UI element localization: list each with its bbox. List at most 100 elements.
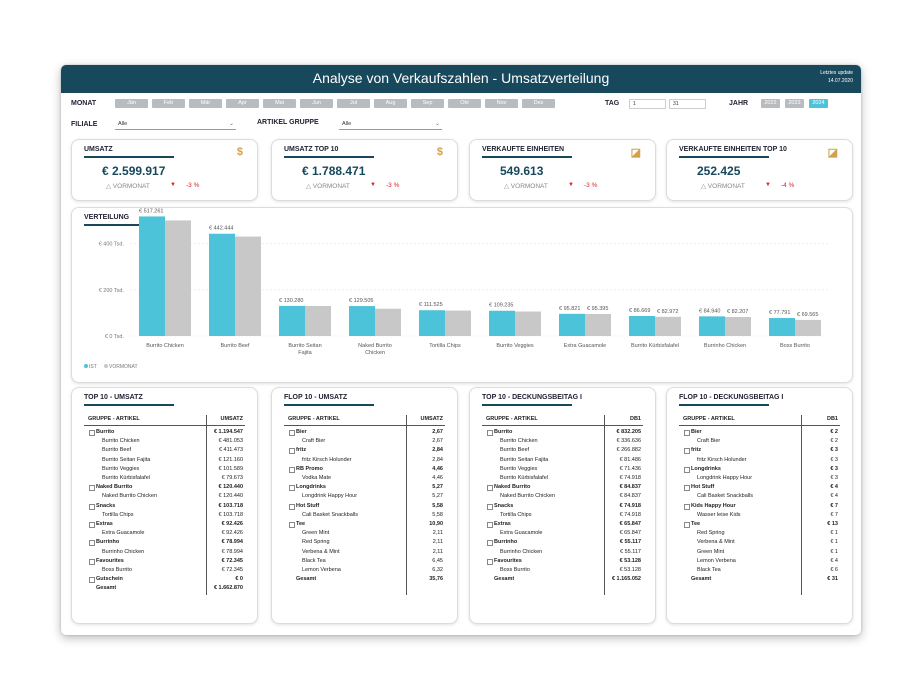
month-button-8[interactable]: Aug: [374, 99, 407, 108]
expand-icon[interactable]: [487, 540, 493, 547]
expand-icon[interactable]: [487, 558, 493, 565]
verteilung-bar-chart: € 0 Tsd. € 200 Tsd. € 400 Tsd. € 517.261 Bur…: [84, 208, 830, 370]
column-header-gruppe[interactable]: GRUPPE - ARTIKEL: [88, 416, 140, 422]
table-row: Burrito Chicken € 481.053: [86, 437, 243, 446]
month-button-5[interactable]: Mai: [263, 99, 296, 108]
burrito-icon: ◪: [630, 147, 641, 159]
row-value: € 84.837: [619, 484, 641, 491]
month-button-11[interactable]: Nov: [485, 99, 518, 108]
column-header-gruppe[interactable]: GRUPPE - ARTIKEL: [683, 416, 735, 422]
expand-icon[interactable]: [289, 466, 295, 473]
table-row: Extra Guacamole € 92.426: [86, 529, 243, 538]
row-value: € 92.426: [221, 530, 243, 537]
row-label: Naked Burrito: [96, 484, 133, 491]
expand-icon[interactable]: [684, 466, 690, 473]
row-value: 2,84: [432, 447, 443, 454]
kpi-value: 549.613: [500, 164, 544, 178]
row-value: 2,11: [432, 530, 443, 537]
row-label: Green Mint: [302, 530, 330, 537]
tag-from-input[interactable]: 1: [629, 99, 666, 109]
column-header-gruppe[interactable]: GRUPPE - ARTIKEL: [288, 416, 340, 422]
expand-icon[interactable]: [289, 522, 295, 528]
column-divider: [406, 415, 407, 595]
expand-icon[interactable]: [684, 430, 690, 436]
table-row: Vodka Mate 4,46: [286, 474, 443, 483]
month-button-3[interactable]: Mär: [189, 99, 222, 108]
month-button-9[interactable]: Sep: [411, 99, 444, 108]
expand-icon[interactable]: [684, 522, 690, 528]
month-button-10[interactable]: Okt: [448, 99, 481, 108]
artikel-gruppe-label: ARTIKEL GRUPPE: [257, 119, 319, 126]
bar-vormonat: [375, 308, 401, 336]
table-row: Gesamt € 31: [681, 575, 838, 584]
row-value: € 3: [830, 447, 838, 454]
row-label: Burrito Chicken: [102, 438, 140, 445]
legend-label: IST: [89, 364, 97, 370]
expand-icon[interactable]: [89, 485, 95, 492]
expand-icon[interactable]: [487, 503, 493, 510]
expand-icon[interactable]: [89, 522, 95, 528]
month-button-6[interactable]: Jun: [300, 99, 333, 108]
expand-icon[interactable]: [289, 448, 295, 455]
row-value: 5,58: [432, 502, 443, 509]
table-row: Burrito Seitan Fajita € 121.160: [86, 456, 243, 465]
bar-vormonat: [515, 311, 541, 336]
table-header: GRUPPE - ARTIKEL UMSATZ: [284, 415, 445, 426]
row-label: Hot Stuff: [296, 502, 320, 509]
expand-icon[interactable]: [89, 577, 95, 584]
chart-title: VERTEILUNG: [84, 214, 130, 221]
table-row: Gesamt 35,76: [286, 575, 443, 584]
expand-icon[interactable]: [89, 430, 95, 436]
column-header-gruppe[interactable]: GRUPPE - ARTIKEL: [486, 416, 538, 422]
year-button-2023[interactable]: 2023: [785, 99, 804, 108]
year-button-2022[interactable]: 2022: [761, 99, 780, 108]
kpi-title: VERKAUFTE EINHEITEN TOP 10: [679, 146, 787, 153]
expand-icon[interactable]: [289, 503, 295, 510]
row-label: Gesamt: [691, 576, 712, 583]
expand-icon[interactable]: [684, 448, 690, 455]
expand-icon[interactable]: [487, 522, 493, 528]
row-value: € 1: [830, 539, 838, 546]
data-label: € 129.505: [349, 298, 373, 304]
expand-icon[interactable]: [289, 430, 295, 436]
month-button-2[interactable]: Feb: [152, 99, 185, 108]
expand-icon[interactable]: [89, 503, 95, 510]
row-value: € 4: [830, 557, 838, 564]
row-label: Longdrinks: [691, 465, 721, 472]
row-value: € 336.636: [616, 438, 641, 445]
expand-icon[interactable]: [684, 485, 690, 492]
expand-icon[interactable]: [487, 430, 493, 436]
row-value: € 121.160: [218, 456, 243, 463]
expand-icon[interactable]: [684, 503, 690, 510]
expand-icon[interactable]: [289, 485, 295, 492]
column-header-value[interactable]: UMSATZ: [420, 416, 443, 422]
month-button-1[interactable]: Jän: [115, 99, 148, 108]
column-header-value[interactable]: DB1: [826, 416, 838, 422]
column-header-value[interactable]: DB1: [629, 416, 641, 422]
table-row: Tee 10,90: [286, 520, 443, 529]
row-value: 5,27: [432, 493, 443, 500]
filiale-select[interactable]: Alle ⌄: [115, 120, 236, 130]
column-header-value[interactable]: UMSATZ: [220, 416, 243, 422]
last-update-label: Letztes update: [820, 70, 853, 76]
row-value: 6,45: [432, 557, 443, 564]
month-button-4[interactable]: Apr: [226, 99, 259, 108]
row-value: € 55.117: [619, 548, 641, 555]
row-label: Longdrinks: [296, 484, 326, 491]
expand-icon[interactable]: [487, 485, 493, 492]
row-value: € 481.053: [218, 438, 243, 445]
table-row: Burrito Beef € 266.882: [484, 446, 641, 455]
month-button-7[interactable]: Jul: [337, 99, 370, 108]
row-label: Kids Happy Hour: [691, 502, 736, 509]
tag-to-input[interactable]: 31: [669, 99, 706, 109]
table-row: Extras € 65.847: [484, 520, 641, 529]
artikel-gruppe-select[interactable]: Alle ⌄: [339, 120, 442, 130]
year-button-2024[interactable]: 2024: [809, 99, 828, 108]
expand-icon[interactable]: [89, 540, 95, 547]
kpi-vormonat-label: △ VORMONAT: [701, 183, 745, 190]
table-row: Favourites € 53.128: [484, 557, 641, 566]
row-label: Red Spring: [697, 530, 725, 537]
month-button-12[interactable]: Dez: [522, 99, 555, 108]
expand-icon[interactable]: [89, 558, 95, 565]
row-label: Gutschein: [96, 576, 123, 583]
